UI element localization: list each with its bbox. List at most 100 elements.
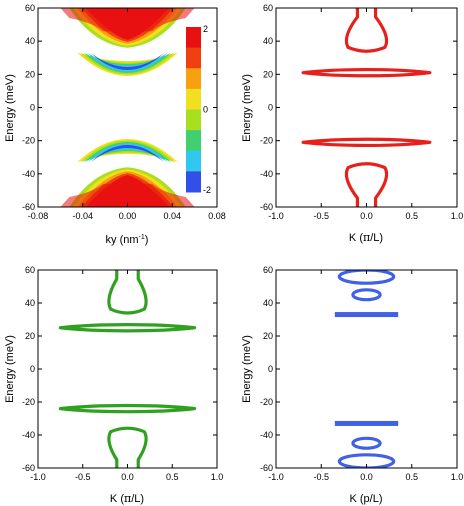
contour-loop bbox=[337, 270, 396, 285]
x-tick-label: -0.5 bbox=[75, 472, 91, 482]
y-tick-label: 60 bbox=[25, 3, 35, 13]
y-axis-label: Energy (meV) bbox=[241, 335, 253, 403]
y-tick-label: 60 bbox=[25, 265, 35, 275]
x-tick-label: 0.5 bbox=[405, 211, 418, 221]
heat-crescent bbox=[87, 143, 168, 163]
y-tick-label: -20 bbox=[22, 136, 35, 146]
colorbar-swatch bbox=[186, 88, 201, 110]
contour-area bbox=[58, 270, 197, 468]
y-tick-label: 20 bbox=[263, 69, 273, 79]
y-tick-label: 20 bbox=[25, 331, 35, 341]
x-tick-label: 1.0 bbox=[211, 472, 224, 482]
contour-bar bbox=[334, 312, 399, 318]
heat-crescent bbox=[83, 141, 172, 163]
y-tick-label: 20 bbox=[263, 331, 273, 341]
colorbar-tick-label: -2 bbox=[203, 185, 211, 195]
colorbar-tick-label: 2 bbox=[203, 24, 208, 34]
x-axis-label: K (π/L) bbox=[349, 231, 383, 244]
panel-blue-contour: -1.0 -0.5 0.0 0.5 1.0 -60 -40 -20 0 20 40 60 K (p/L… bbox=[241, 265, 463, 505]
y-tick-label: 0 bbox=[30, 364, 35, 374]
y-tick-label: 0 bbox=[268, 103, 273, 113]
x-tick-label: 0.0 bbox=[360, 211, 373, 221]
x-tick-label: 0.0 bbox=[121, 472, 134, 482]
y-tick-label: 40 bbox=[25, 298, 35, 308]
y-tick-label: -60 bbox=[260, 463, 273, 473]
y-tick-label: -40 bbox=[260, 430, 273, 440]
x-tick-label: -1.0 bbox=[268, 472, 284, 482]
x-tick-label: 1.0 bbox=[451, 472, 464, 482]
contour-lens bbox=[58, 403, 197, 414]
x-axis-label: K (π/L) bbox=[110, 492, 144, 505]
y-tick-label: -20 bbox=[22, 397, 35, 407]
y-tick-label: 0 bbox=[30, 103, 35, 113]
colorbar-swatch bbox=[186, 109, 201, 131]
x-tick-label: 0.00 bbox=[119, 211, 137, 221]
x-tick-label: -0.08 bbox=[28, 211, 49, 221]
y-tick-label: 40 bbox=[25, 36, 35, 46]
heat-crescent bbox=[80, 52, 175, 75]
y-tick-label: -60 bbox=[260, 202, 273, 212]
x-tick-label: -1.0 bbox=[268, 211, 284, 221]
colorbar-tick-label: 0 bbox=[203, 105, 208, 115]
contour-area bbox=[301, 8, 432, 207]
x-axis-label: ky (nm-1) bbox=[106, 234, 149, 246]
y-tick-label: -60 bbox=[22, 202, 35, 212]
tick-marks: -1.0 -0.5 0.0 0.5 1.0 -60 -40 -20 0 20 40 60 bbox=[22, 265, 223, 482]
plot-frame bbox=[275, 7, 458, 208]
contour-loop bbox=[107, 270, 148, 315]
y-axis-label: Energy (meV) bbox=[4, 335, 16, 403]
colorbar-swatch bbox=[186, 150, 201, 172]
contour-loop bbox=[351, 436, 382, 450]
contour-area bbox=[334, 270, 399, 468]
y-tick-label: -40 bbox=[22, 430, 35, 440]
colorbar-swatch bbox=[186, 27, 201, 49]
colorbar-swatch bbox=[186, 171, 201, 193]
y-tick-label: -20 bbox=[260, 136, 273, 146]
heat-crescent bbox=[87, 52, 168, 72]
heat-crescent bbox=[83, 52, 172, 74]
contour-loop bbox=[351, 288, 382, 302]
heat-band bbox=[60, 8, 195, 32]
y-tick-label: -60 bbox=[22, 463, 35, 473]
heatmap-area bbox=[60, 8, 195, 207]
panel-green-contour: -1.0 -0.5 0.0 0.5 1.0 -60 -40 -20 0 20 40 60 K (π/L… bbox=[4, 265, 223, 505]
colorbar-swatch bbox=[186, 47, 201, 69]
y-tick-label: -40 bbox=[22, 169, 35, 179]
x-tick-label: 0.5 bbox=[405, 472, 418, 482]
colorbar-swatch bbox=[186, 68, 201, 90]
plot-frame bbox=[37, 269, 218, 469]
x-tick-label: 0.0 bbox=[360, 472, 373, 482]
tick-marks: -1.0 -0.5 0.0 0.5 1.0 -60 -40 -20 0 20 40 60 bbox=[260, 265, 463, 482]
y-tick-label: 20 bbox=[25, 69, 35, 79]
heat-crescent bbox=[80, 140, 175, 163]
y-tick-label: 40 bbox=[263, 298, 273, 308]
heat-crescent bbox=[90, 144, 165, 163]
y-axis-label: Energy (meV) bbox=[241, 74, 253, 142]
contour-lens bbox=[58, 323, 197, 333]
colorbar-swatch bbox=[186, 130, 201, 152]
y-tick-label: -40 bbox=[260, 169, 273, 179]
panel-red-contour: -1.0 -0.5 0.0 0.5 1.0 -60 -40 -20 0 20 40 60 K (π/L… bbox=[241, 3, 463, 244]
contour-loop bbox=[344, 8, 389, 53]
y-tick-label: -20 bbox=[260, 397, 273, 407]
x-tick-label: -0.5 bbox=[313, 211, 329, 221]
x-tick-label: 0.08 bbox=[208, 211, 226, 221]
contour-lens bbox=[301, 137, 432, 148]
contour-bar bbox=[334, 420, 399, 426]
x-tick-label: 1.0 bbox=[451, 211, 464, 221]
y-tick-label: 40 bbox=[263, 36, 273, 46]
y-tick-label: 0 bbox=[268, 364, 273, 374]
heat-crescent bbox=[90, 52, 165, 71]
x-tick-label: 0.04 bbox=[163, 211, 181, 221]
y-tick-label: 60 bbox=[263, 265, 273, 275]
contour-lens bbox=[301, 67, 432, 78]
y-axis-label: Energy (meV) bbox=[4, 74, 16, 142]
x-axis-label: K (p/L) bbox=[349, 493, 382, 505]
x-tick-label: 0.5 bbox=[166, 472, 179, 482]
heat-band bbox=[60, 183, 195, 207]
tick-marks: -1.0 -0.5 0.0 0.5 1.0 -60 -40 -20 0 20 40 60 bbox=[260, 3, 463, 221]
contour-loop bbox=[107, 426, 148, 468]
x-tick-label: -0.04 bbox=[72, 211, 93, 221]
